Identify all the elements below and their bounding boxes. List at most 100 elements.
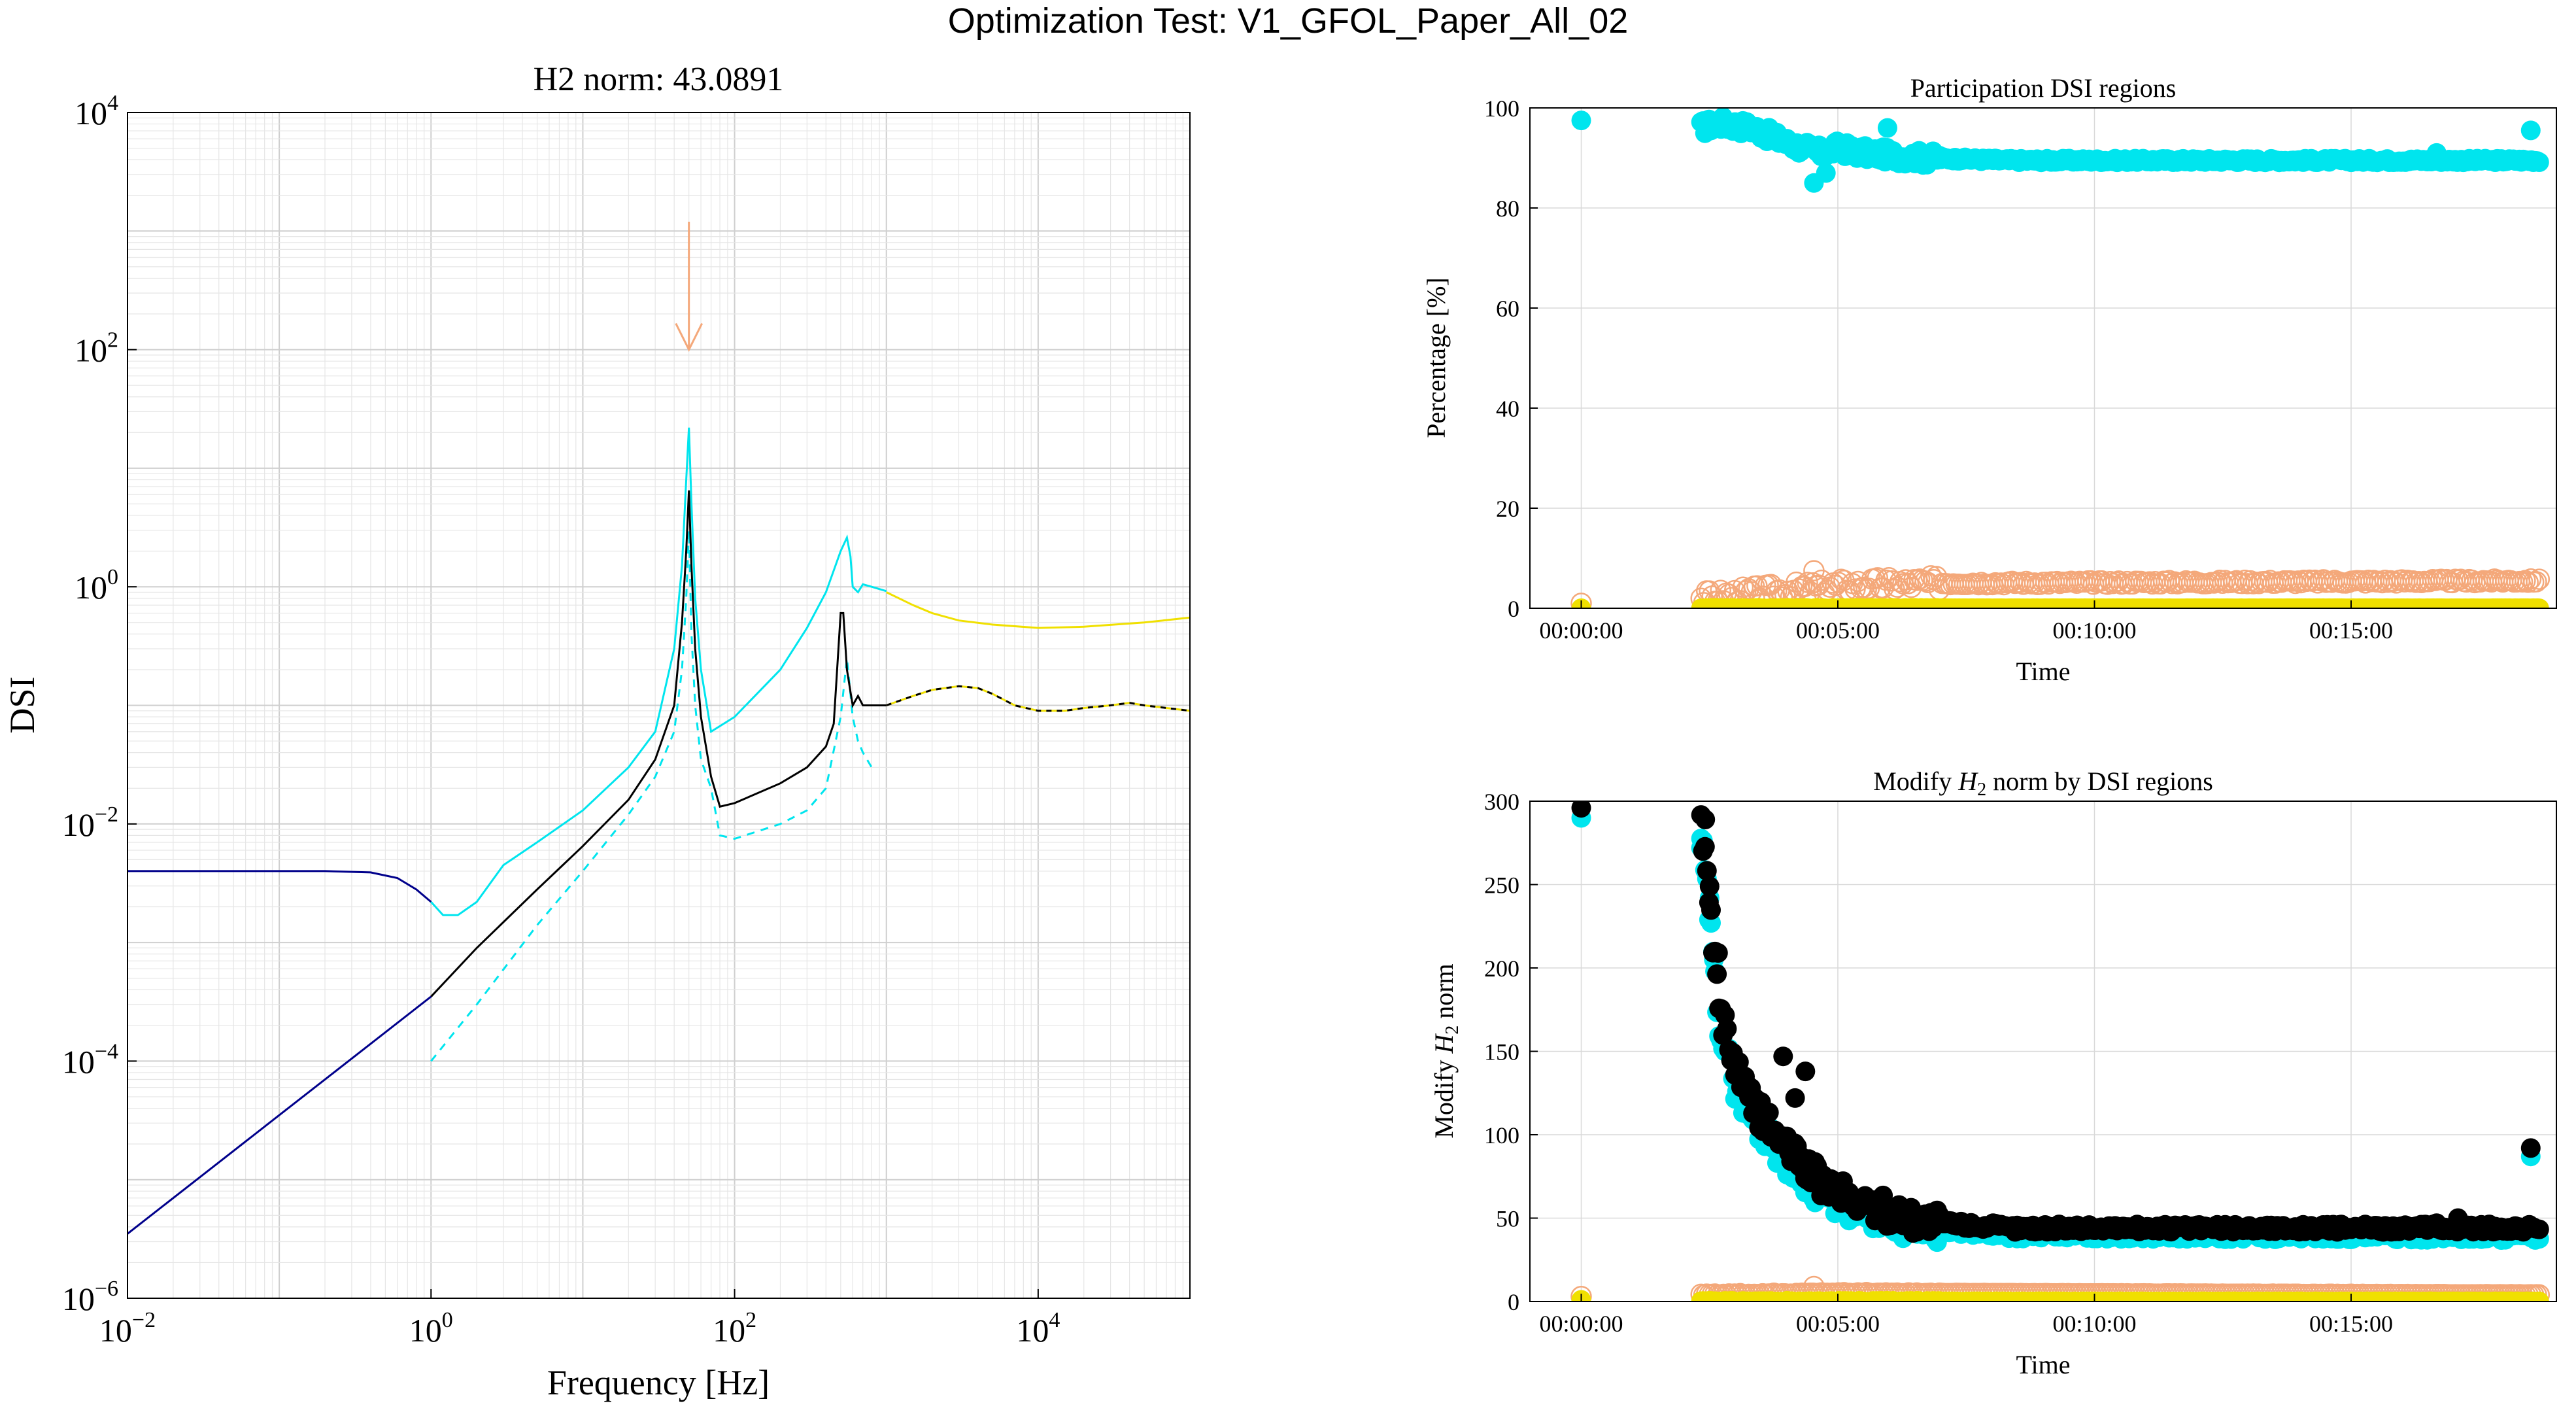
h2-norm-chart: 10−2 100 102 104 10−6 10−4 10−2 100 102 104 H2 no…: [3, 61, 1191, 1402]
h2-norm-xlabel: Frequency [Hz]: [547, 1363, 770, 1402]
series-line-4: [430, 490, 887, 997]
data-point: [2520, 568, 2542, 590]
x-tick-label: 00:05:00: [1796, 617, 1880, 644]
data-point: [2520, 1138, 2541, 1158]
participation-title: Participation DSI regions: [1910, 73, 2177, 103]
data-point: [1785, 1088, 1805, 1108]
y-tick-label: 60: [1496, 296, 1519, 322]
x-tick-label: 00:00:00: [1539, 617, 1623, 644]
modify-h2-xlabel: Time: [2016, 1350, 2070, 1379]
y-tick-label: 10−6: [62, 1277, 118, 1317]
series-0: [1571, 108, 2549, 193]
data-point: [2529, 1219, 2549, 1239]
data-point: [2426, 1213, 2447, 1233]
h2-norm-title: H2 norm: 43.0891: [534, 61, 784, 98]
data-point: [2520, 120, 2541, 141]
data-point: [2517, 572, 2539, 593]
data-point: [1570, 1286, 1592, 1302]
data-point: [2526, 571, 2547, 593]
peak-arrow-head: [675, 322, 703, 352]
data-point: [1697, 861, 1717, 881]
modify-h2-ylabel-part-3: 2: [1442, 1026, 1463, 1035]
y-tick-label: 102: [75, 328, 118, 369]
series-line-2: [430, 427, 887, 916]
y-tick-label: 200: [1484, 956, 1519, 982]
h2-norm-ylabel: DSI: [3, 676, 42, 733]
x-tick-label: 00:10:00: [2052, 617, 2136, 644]
modify-h2-chart: 00:00:00 00:05:00 00:10:00 00:15:00 0 50 100 15…: [1429, 767, 2557, 1379]
data-point: [2529, 598, 2549, 608]
data-point: [2529, 1291, 2549, 1302]
x-tick-label: 00:00:00: [1539, 1311, 1623, 1337]
modify-h2-ylabel-part-4: norm: [1429, 963, 1459, 1025]
series-1: [1571, 801, 2549, 1243]
data-point: [1695, 810, 1716, 829]
data-point: [1877, 118, 1897, 138]
y-tick-label: 250: [1484, 872, 1519, 899]
y-tick-label: 10−4: [62, 1039, 118, 1080]
data-point: [1867, 567, 1889, 589]
data-point: [1571, 801, 1591, 818]
y-tick-label: 20: [1496, 496, 1519, 522]
participation-ticks: 00:00:00 00:05:00 00:10:00 00:15:00 0 20 40 60 8…: [1484, 95, 2393, 644]
y-tick-label: 100: [1484, 95, 1519, 122]
modify-h2-ylabel-part-2: H: [1429, 1033, 1459, 1054]
x-tick-label: 10−2: [99, 1308, 156, 1349]
participation-series: [1570, 108, 2551, 608]
x-tick-label: 00:05:00: [1796, 1311, 1880, 1337]
h2-norm-grid: [127, 112, 1190, 1299]
x-tick-label: 00:10:00: [2052, 1311, 2136, 1337]
data-point: [2448, 1208, 2468, 1228]
y-tick-label: 80: [1496, 196, 1519, 222]
data-point: [1571, 111, 1591, 131]
modify-h2-ylabel: Modify H2 norm: [1429, 963, 1463, 1138]
y-tick-label: 100: [1484, 1122, 1519, 1148]
series-2: [1571, 598, 2549, 608]
participation-axes-box: [1529, 107, 2557, 609]
participation-grid: [1530, 107, 2556, 609]
x-tick-label: 104: [1016, 1308, 1060, 1349]
data-point: [1795, 1061, 1816, 1082]
y-tick-label: 50: [1496, 1206, 1519, 1232]
data-point: [1707, 964, 1727, 984]
modify-h2-title-part-4: norm by DSI regions: [1986, 767, 2213, 796]
modify-h2-title: Modify H2 norm by DSI regions: [1873, 767, 2213, 800]
y-tick-label: 0: [1508, 1289, 1519, 1315]
x-tick-label: 100: [409, 1308, 453, 1349]
data-point: [1773, 1046, 1793, 1067]
y-tick-label: 100: [75, 565, 118, 606]
data-point: [1746, 575, 1768, 596]
h2-norm-annotations: [675, 221, 703, 352]
h2-norm-series: [127, 427, 1190, 1235]
y-tick-label: 150: [1484, 1039, 1519, 1065]
data-point: [1695, 836, 1715, 857]
data-point: [1816, 163, 1836, 183]
series-line-0: [127, 870, 432, 903]
data-point: [2511, 571, 2534, 593]
modify-h2-title-part-1: Modify: [1873, 767, 1958, 796]
series-3: [1571, 1290, 2549, 1302]
series-1: [1570, 560, 2551, 608]
modify-h2-ylabel-part-1: Modify: [1429, 1054, 1459, 1139]
data-point: [1717, 1019, 1737, 1039]
data-point: [1881, 570, 1903, 592]
y-tick-label: 0: [1508, 596, 1519, 622]
modify-h2-series: [1570, 801, 2551, 1302]
data-point: [2528, 568, 2551, 590]
figure-title: Optimization Test: V1_GFOL_Paper_All_02: [947, 1, 1629, 41]
participation-chart: 00:00:00 00:05:00 00:10:00 00:15:00 0 20 40 60 8…: [1421, 73, 2557, 686]
participation-xlabel: Time: [2016, 657, 2070, 686]
data-point: [1803, 560, 1825, 581]
y-tick-label: 10−2: [62, 802, 118, 843]
y-tick-label: 300: [1484, 789, 1519, 815]
x-tick-label: 00:15:00: [2309, 1311, 2393, 1337]
data-point: [1708, 943, 1728, 963]
modify-h2-title-part-3: 2: [1977, 780, 1986, 800]
participation-ylabel: Percentage [%]: [1421, 277, 1451, 438]
data-point: [1759, 1103, 1779, 1122]
series-line-1: [127, 995, 432, 1235]
modify-h2-title-part-2: H: [1957, 767, 1978, 796]
data-point: [1701, 900, 1721, 920]
data-point: [2529, 152, 2549, 172]
